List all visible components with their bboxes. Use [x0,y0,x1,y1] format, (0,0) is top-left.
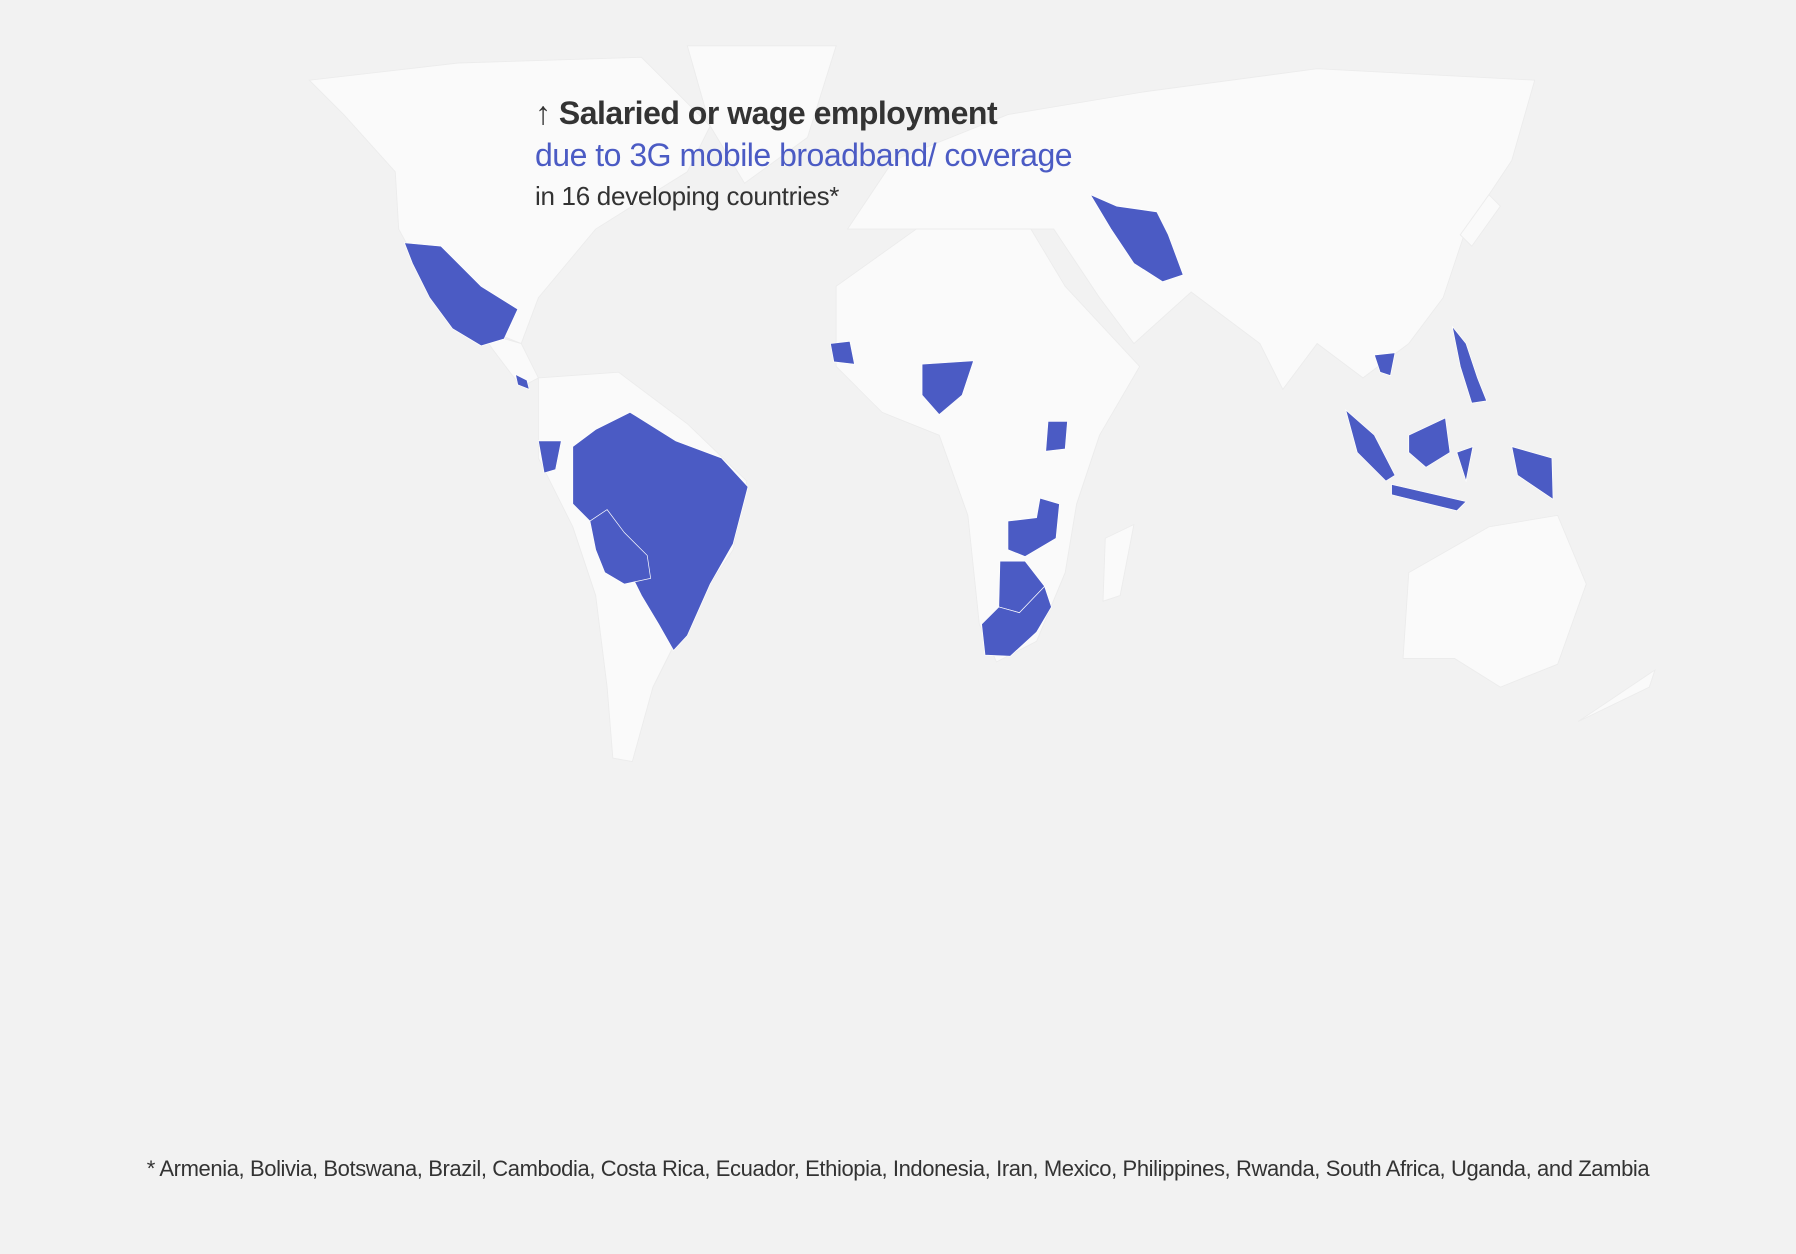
country-iran [1089,193,1184,283]
arrow-up-icon: ↑ [535,95,551,131]
map-title: ↑ Salaried or wage employment due to 3G … [535,94,1073,212]
country-indonesia-papua [1511,446,1554,500]
madagascar [1102,523,1135,602]
headline: ↑ Salaried or wage employment [535,94,1072,132]
country-ecuador [537,440,562,474]
country-cambodia [1373,352,1396,377]
subtitle: due to 3G mobile broadband/ coverage [535,137,1073,174]
japan [1459,193,1501,247]
country-indonesia-borneo [1408,417,1451,468]
country-bolivia [589,509,652,585]
footnote: * Armenia, Bolivia, Botswana, Brazil, Ca… [146,1156,1650,1181]
country-zambia [1007,497,1060,557]
headline-text: Salaried or wage employment [558,95,998,131]
africa [835,228,1141,663]
country-nigeria [921,360,975,416]
country-south-africa [981,585,1052,657]
new-zealand [1577,668,1656,722]
highlighted-countries [403,193,1554,657]
country-uganda-rwanda [1045,421,1068,452]
central-america [480,331,540,388]
country-indonesia-sulawesi [1456,446,1474,483]
country-philippines [1451,326,1488,404]
country-indonesia-sumatra [1345,408,1396,482]
australia [1402,514,1587,688]
note: in 16 developing countries* [535,180,840,211]
greenland [686,45,837,184]
country-senegal [830,340,855,365]
country-costa-rica [515,373,530,390]
country-mexico [403,242,519,347]
country-indonesia-java [1391,483,1467,512]
